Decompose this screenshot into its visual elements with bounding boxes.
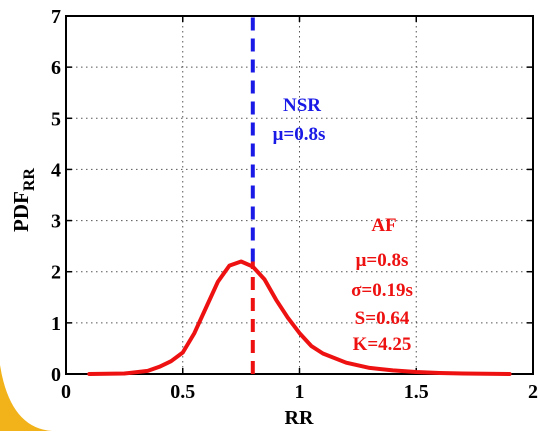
y-tick-label: 1 xyxy=(51,313,61,335)
nsr-label: NSR xyxy=(283,95,321,116)
af-sigma: σ=0.19s xyxy=(351,280,413,301)
grid-lines xyxy=(66,16,533,374)
nsr-mean: μ=0.8s xyxy=(273,124,326,145)
y-axis-label: PDFRR xyxy=(9,168,38,232)
y-tick-label: 6 xyxy=(51,57,61,79)
x-axis-label: RR xyxy=(285,407,314,429)
af-kurtosis: K=4.25 xyxy=(353,334,412,355)
series-layer xyxy=(87,16,512,376)
x-tick-label: 1 xyxy=(295,381,305,403)
y-tick-label: 0 xyxy=(51,364,61,386)
nsr-annotation: NSR μ=0.8s xyxy=(273,95,326,145)
af-skewness: S=0.64 xyxy=(355,308,410,329)
x-tick-label: 0 xyxy=(61,381,71,403)
x-tick-label: 1.5 xyxy=(404,381,429,403)
y-tick-label: 7 xyxy=(51,6,61,28)
y-axis-label-main: PDF xyxy=(9,191,33,232)
x-tick-label: 2 xyxy=(528,381,538,403)
af-mean: μ=0.8s xyxy=(356,250,409,271)
plot-frame xyxy=(65,15,534,375)
y-tick-label: 5 xyxy=(51,108,61,130)
y-tick-label: 3 xyxy=(51,211,61,233)
y-tick-label: 4 xyxy=(51,159,61,181)
axis-ticks: 0 0.5 1 1.5 2 0 1 2 3 4 5 6 7 xyxy=(51,6,538,403)
af-label: AF xyxy=(371,215,396,236)
y-axis-label-sub: RR xyxy=(21,168,38,192)
corner-accent xyxy=(0,365,52,431)
y-tick-label: 2 xyxy=(51,262,61,284)
x-tick-label: 0.5 xyxy=(170,381,195,403)
af-annotation: AF μ=0.8s σ=0.19s S=0.64 K=4.25 xyxy=(351,215,413,355)
series-line-af xyxy=(87,259,512,376)
